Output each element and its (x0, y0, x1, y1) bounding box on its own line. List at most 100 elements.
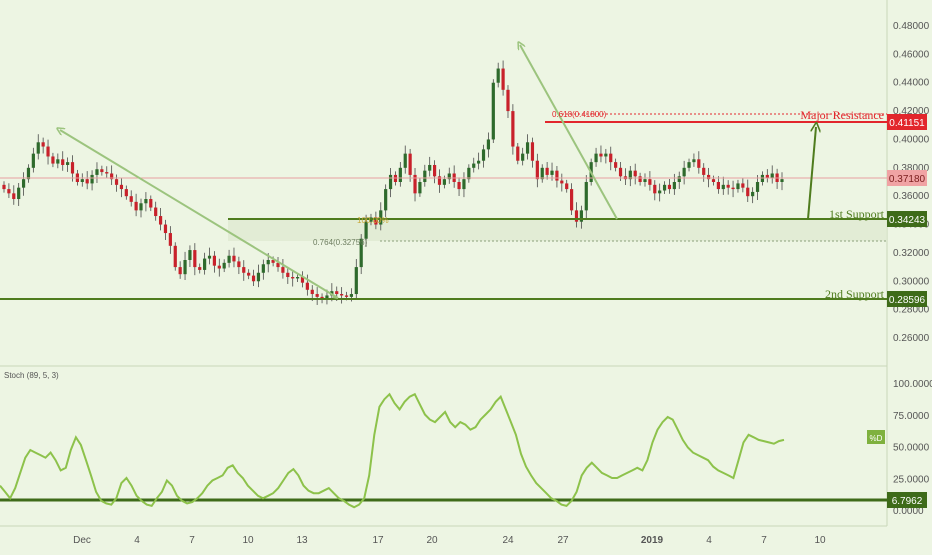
candle-body (648, 179, 652, 185)
candle-body (633, 170, 637, 177)
candle-body (237, 261, 241, 268)
candle-body (232, 255, 236, 262)
candle-body (658, 190, 662, 194)
candle-body (114, 179, 119, 185)
candle-body (692, 159, 696, 163)
stoch-tick-label: 75.0000 (893, 411, 930, 422)
candle-body (653, 184, 657, 194)
candle-body (447, 173, 451, 180)
candle-body (437, 176, 442, 185)
fib-0618-label: 0.618(0.41800) (552, 110, 607, 119)
candle-body (501, 68, 505, 90)
candle-body (755, 182, 760, 192)
price-tick-label: 0.44000 (893, 78, 930, 89)
candle-body (525, 142, 530, 154)
candle-body (335, 291, 339, 295)
candle-body (217, 265, 221, 269)
candle-body (770, 173, 774, 178)
candle-body (203, 258, 207, 270)
time-tick-label: 17 (372, 535, 384, 546)
current-price-badge (887, 170, 927, 186)
time-tick-label: 10 (242, 535, 254, 546)
candle-body (432, 164, 437, 177)
candle-body (291, 277, 295, 279)
candle-body (486, 139, 491, 150)
candle-body (168, 233, 172, 246)
candle-body (423, 170, 427, 182)
time-tick-label: 4 (134, 535, 140, 546)
candle-body (261, 264, 265, 273)
time-tick-label: 7 (189, 535, 195, 546)
candle-body (300, 277, 305, 283)
candle-body (41, 142, 45, 147)
second-support-badge-value: 0.28596 (889, 295, 926, 306)
candle-body (599, 153, 603, 157)
candle-body (428, 164, 432, 171)
candle-body (477, 160, 481, 164)
candle-body (746, 187, 750, 197)
candle-body (178, 267, 182, 275)
stoch-tick-label: 0.0000 (893, 506, 924, 517)
price-tick-label: 0.42000 (893, 106, 930, 117)
candle-body (516, 146, 520, 161)
candle-body (80, 179, 84, 182)
candle-body (530, 142, 535, 161)
trend-arrow-right (520, 45, 618, 220)
candle-body (555, 170, 559, 181)
price-tick-label: 0.32000 (893, 248, 930, 259)
current-price-badge-value: 0.37180 (889, 174, 926, 185)
candle-body (560, 180, 564, 184)
candle-body (413, 174, 417, 194)
candle-body (207, 255, 212, 259)
first-support-badge (887, 211, 927, 227)
time-tick-label: 10 (814, 535, 826, 546)
candle-body (158, 216, 163, 225)
price-tick-label: 0.30000 (893, 276, 930, 287)
candle-body (212, 255, 217, 266)
stoch-level-badge-value: 6.7962 (892, 496, 923, 507)
candle-body (144, 199, 148, 204)
candle-body (751, 191, 755, 197)
candle-body (17, 187, 21, 200)
time-tick-label: 13 (296, 535, 308, 546)
candle-body (61, 159, 65, 165)
candle-body (198, 267, 202, 270)
candle-body (726, 184, 730, 188)
candle-body (251, 275, 256, 282)
candle-body (628, 170, 632, 180)
candle-body (349, 294, 354, 297)
price-tick-label: 0.40000 (893, 134, 930, 145)
candle-body (614, 162, 618, 168)
price-tick-label: 0.36000 (893, 191, 930, 202)
time-tick-label: 7 (761, 535, 767, 546)
candle-body (604, 153, 608, 157)
candle-body (56, 159, 60, 164)
candle-body (66, 162, 70, 165)
resistance-badge-value: 0.41151 (889, 118, 925, 129)
price-tick-label: 0.26000 (893, 333, 930, 344)
first-support-label: 1st Support (829, 207, 885, 221)
stoch-title: Stoch (89, 5, 3) (4, 371, 59, 380)
candle-body (129, 196, 133, 202)
candle-body (736, 183, 740, 190)
stoch-d-badge-label: %D (870, 434, 883, 443)
candle-body (340, 294, 344, 296)
candle-body (618, 167, 623, 177)
price-tick-label: 0.48000 (893, 21, 930, 32)
candle-body (354, 267, 358, 295)
candle-body (398, 167, 402, 182)
candle-body (481, 149, 486, 161)
candle-body (364, 221, 368, 239)
stoch-tick-label: 25.0000 (893, 474, 930, 485)
stoch-tick-label: 50.0000 (893, 443, 930, 454)
candle-body (731, 187, 735, 190)
time-tick-label: 24 (502, 535, 514, 546)
time-tick-label: 2019 (641, 535, 664, 546)
candle-body (682, 167, 686, 177)
resistance-badge (887, 114, 927, 130)
candle-body (70, 162, 75, 174)
fib-0764-label: 0.764(0.32756) (313, 238, 368, 247)
second-support-label: 2nd Support (825, 287, 885, 301)
